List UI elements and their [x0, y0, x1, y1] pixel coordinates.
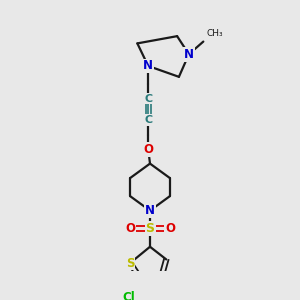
Text: N: N: [184, 48, 194, 61]
Text: O: O: [165, 222, 175, 235]
Text: N: N: [145, 204, 155, 217]
Text: O: O: [125, 222, 135, 235]
Text: O: O: [143, 142, 153, 156]
Text: Cl: Cl: [122, 291, 135, 300]
Text: CH₃: CH₃: [207, 29, 224, 38]
Text: S: S: [146, 222, 154, 235]
Text: N: N: [143, 59, 153, 73]
Text: S: S: [126, 256, 134, 269]
Text: C: C: [144, 115, 152, 125]
Text: C: C: [144, 94, 152, 103]
